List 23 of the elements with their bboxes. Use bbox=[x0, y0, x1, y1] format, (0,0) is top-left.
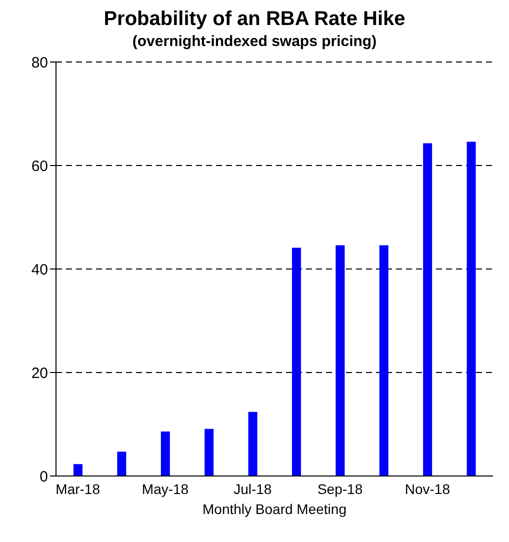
x-tick-label: Nov-18 bbox=[404, 480, 450, 497]
x-tick-label: Mar-18 bbox=[56, 480, 100, 497]
y-tick-label: 20 bbox=[31, 364, 48, 382]
bar bbox=[379, 245, 388, 476]
bar bbox=[336, 245, 345, 476]
y-tick-label: 80 bbox=[31, 54, 48, 72]
bar bbox=[204, 428, 214, 476]
bar bbox=[160, 431, 170, 476]
bar bbox=[117, 452, 126, 476]
y-tick-label: 0 bbox=[40, 468, 48, 486]
bar bbox=[423, 143, 432, 476]
bar bbox=[248, 412, 258, 476]
bar bbox=[466, 142, 476, 476]
y-tick-label: 60 bbox=[31, 158, 48, 175]
bar bbox=[73, 464, 82, 476]
x-axis-title: Monthly Board Meeting bbox=[202, 501, 346, 517]
x-tick-label: Sep-18 bbox=[317, 480, 363, 497]
x-tick-label: Jul-18 bbox=[234, 480, 272, 497]
y-tick-label: 40 bbox=[31, 261, 48, 278]
chart-title: Probability of an RBA Rate Hike bbox=[102, 8, 406, 31]
chart-subtitle: (overnight-indexed swaps pricing) bbox=[131, 33, 378, 50]
x-tick-label: May-18 bbox=[142, 480, 189, 497]
bar bbox=[292, 248, 301, 476]
